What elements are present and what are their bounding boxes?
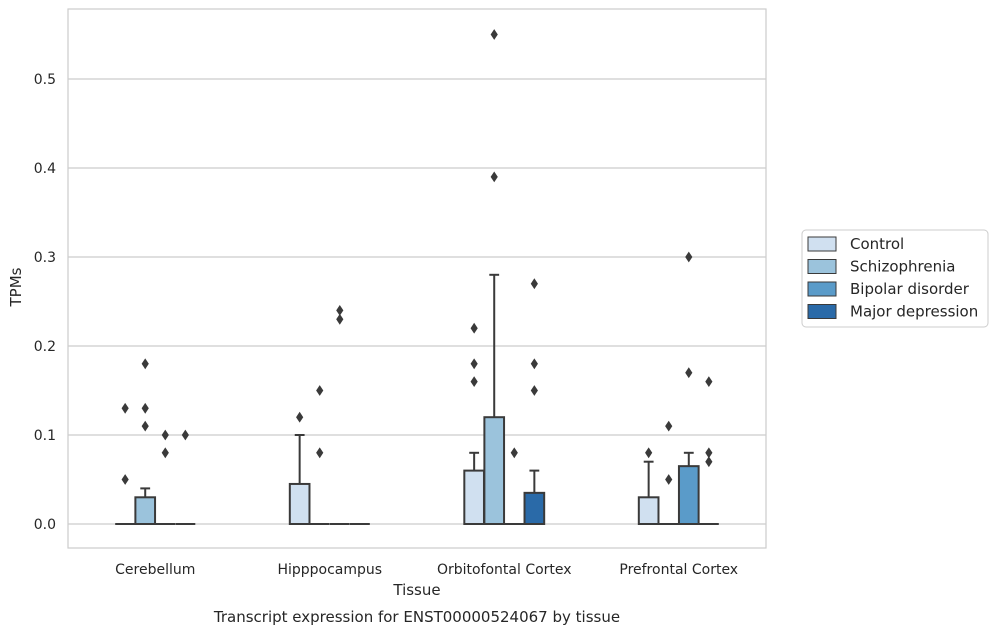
box-0-1: [288, 411, 311, 526]
box-3-0: [175, 429, 196, 525]
box-body: [677, 465, 700, 525]
outlier-point: [161, 429, 169, 441]
outlier-point: [490, 29, 498, 40]
y-axis-title: TPMs: [7, 267, 25, 307]
y-tick-label: 0.0: [34, 517, 56, 533]
x-axis-ticks: Cerebellum Hipppocampus Orbitofontal Corte…: [115, 562, 738, 578]
legend-item: Bipolar disorder: [807, 280, 970, 298]
x-tick-label: Orbitofontal Cortex: [437, 562, 572, 578]
outlier-point: [685, 251, 693, 263]
outlier-point: [705, 376, 713, 387]
box-body: [463, 469, 485, 526]
legend-swatch: [807, 259, 837, 274]
outlier-point: [336, 305, 344, 316]
outlier-point: [470, 358, 478, 370]
outlier-point: [316, 385, 324, 396]
legend-swatch: [807, 236, 837, 252]
box-1-2: [483, 29, 506, 526]
x-tick-label: Prefrontal Cortex: [619, 562, 738, 578]
legend-frame: [801, 229, 989, 328]
legend-item: Major depression: [807, 303, 978, 321]
outlier-point: [181, 429, 189, 441]
boxes: [115, 29, 719, 526]
legend-label: Schizophrenia: [850, 258, 955, 276]
y-axis-ticks: 0.0 0.1 0.2 0.3 0.4 0.5: [34, 72, 56, 533]
y-tick-label: 0.2: [34, 339, 56, 355]
legend-item: Control: [807, 235, 904, 253]
y-tick-label: 0.4: [34, 161, 56, 177]
box-2-2: [504, 447, 525, 525]
box-2-0: [155, 429, 176, 525]
x-tick-label: Hipppocampus: [277, 562, 382, 578]
outlier-point: [121, 402, 129, 414]
legend-swatch: [807, 304, 837, 319]
box-1-1: [309, 385, 330, 525]
box-body: [483, 416, 506, 526]
box-2-1: [329, 305, 350, 525]
outlier-point: [470, 322, 478, 334]
outlier-point: [490, 171, 498, 183]
legend-label: Control: [850, 235, 904, 253]
outlier-point: [530, 385, 538, 396]
outlier-point: [141, 420, 149, 432]
chart-title: Transcript expression for ENST0000052406…: [213, 608, 620, 626]
box-2-3: [677, 251, 700, 525]
plot-area-frame: [67, 8, 767, 549]
legend-label: Bipolar disorder: [850, 280, 970, 298]
outlier-point: [470, 376, 478, 387]
y-tick-label: 0.3: [34, 250, 56, 266]
box-3-3: [699, 376, 719, 525]
outlier-point: [296, 411, 304, 423]
box-0-2: [463, 322, 485, 526]
outlier-point: [161, 447, 169, 459]
legend: Control Schizophrenia Bipolar disorder Majo…: [801, 229, 989, 328]
outlier-point: [141, 358, 149, 370]
outlier-point: [645, 447, 653, 459]
legend-item: Schizophrenia: [807, 258, 955, 276]
outlier-point: [141, 402, 149, 414]
outlier-point: [121, 474, 129, 485]
box-body: [288, 482, 311, 526]
legend-label: Major depression: [850, 303, 978, 321]
y-tick-label: 0.1: [34, 428, 56, 444]
box-body: [637, 496, 660, 525]
legend-swatch: [807, 281, 837, 297]
box-1-0: [134, 358, 157, 525]
outlier-point: [665, 420, 673, 432]
x-tick-label: Cerebellum: [115, 562, 195, 578]
outlier-point: [530, 278, 538, 290]
outlier-point: [336, 313, 344, 325]
outlier-point: [316, 447, 324, 459]
box-1-3: [658, 420, 679, 525]
outlier-point: [685, 367, 693, 379]
x-axis-title: Tissue: [392, 581, 440, 599]
box-body: [523, 491, 546, 526]
outlier-point: [510, 447, 518, 459]
outlier-point: [665, 474, 673, 485]
box-3-2: [523, 278, 546, 526]
box-0-0: [115, 402, 135, 525]
box-0-3: [637, 447, 660, 525]
box-body: [134, 496, 157, 525]
y-tick-label: 0.5: [34, 72, 56, 88]
outlier-point: [705, 456, 713, 468]
outlier-point: [705, 447, 713, 459]
outlier-point: [530, 358, 538, 370]
grid-lines: [68, 78, 766, 525]
